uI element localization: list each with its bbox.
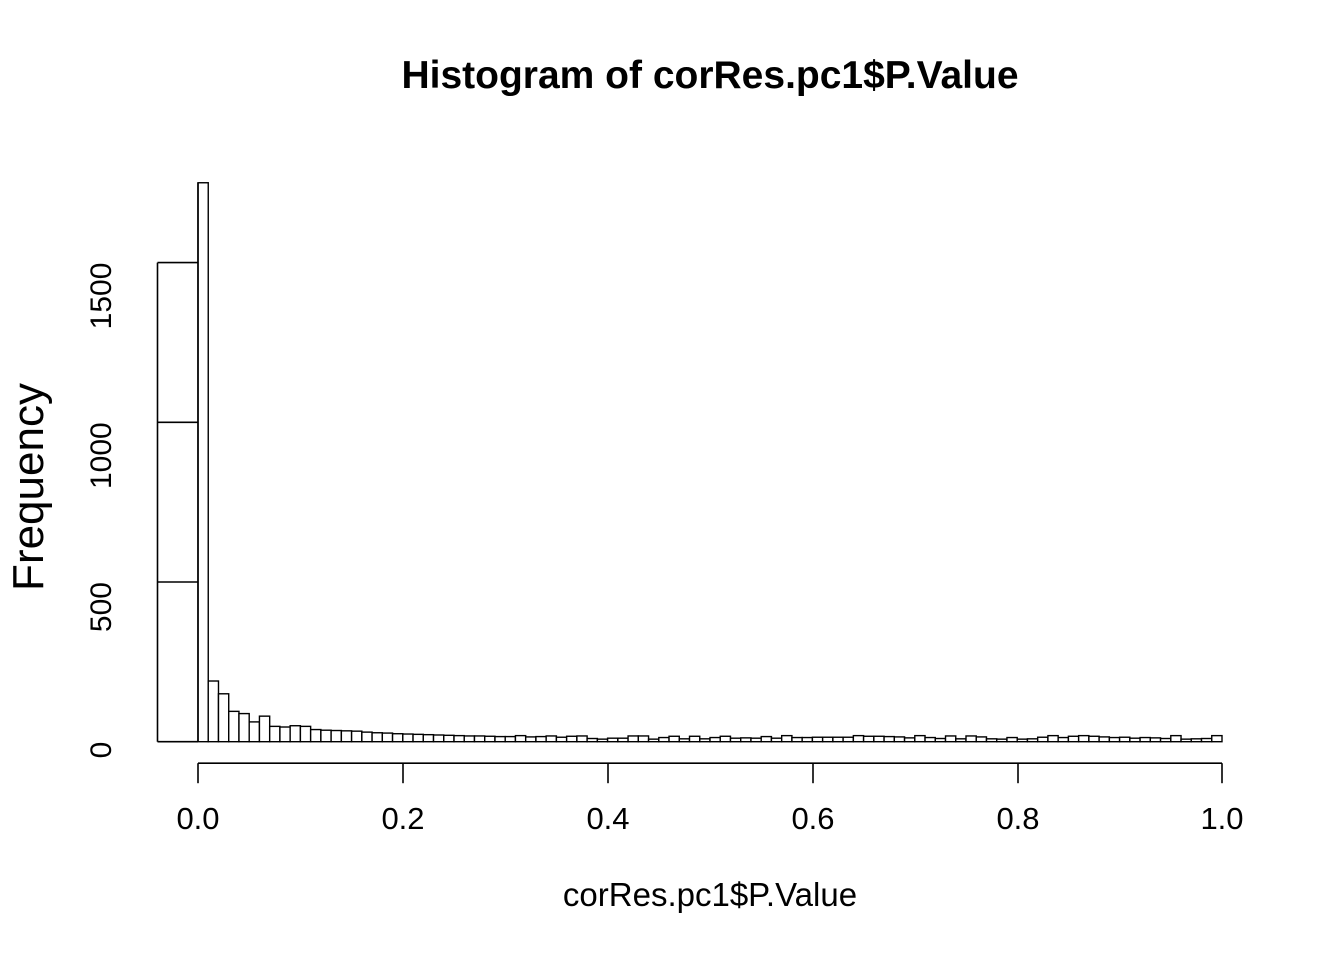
svg-text:0.0: 0.0 [176,801,219,836]
svg-text:0.2: 0.2 [381,801,424,836]
svg-text:Frequency: Frequency [4,383,53,591]
svg-text:0.8: 0.8 [996,801,1039,836]
svg-text:Histogram of corRes.pc1$P.Valu: Histogram of corRes.pc1$P.Value [401,54,1018,97]
svg-text:0: 0 [85,742,118,759]
svg-text:0.6: 0.6 [791,801,834,836]
svg-text:0.4: 0.4 [586,801,629,836]
svg-text:1500: 1500 [85,263,118,330]
svg-text:1000: 1000 [85,422,118,489]
svg-text:500: 500 [85,582,118,632]
svg-text:1.0: 1.0 [1200,801,1243,836]
svg-text:corRes.pc1$P.Value: corRes.pc1$P.Value [563,876,857,913]
